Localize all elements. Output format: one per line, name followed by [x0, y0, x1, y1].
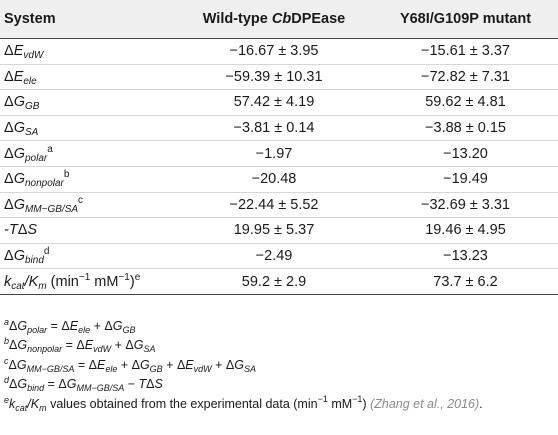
table-row: ΔGSA −3.81 ± 0.14 −3.88 ± 0.15 [0, 115, 558, 142]
header-row: System Wild-type CbDPEase Y68I/G109P mut… [0, 0, 558, 39]
table-row: ΔEvdW −16.67 ± 3.95 −15.61 ± 3.37 [0, 38, 558, 65]
cell-mutant: −72.82 ± 7.31 [373, 64, 558, 91]
cell-wild-type: −3.81 ± 0.14 [175, 115, 373, 142]
cell-mutant: −3.88 ± 0.15 [373, 115, 558, 142]
cell-wild-type: −16.67 ± 3.95 [175, 38, 373, 65]
energy-table: System Wild-type CbDPEase Y68I/G109P mut… [0, 0, 558, 295]
cell-mutant: −13.23 [373, 243, 558, 270]
cell-wild-type: −59.39 ± 10.31 [175, 64, 373, 91]
table-row: ΔGpolara −1.97 −13.20 [0, 140, 558, 167]
row-label-delta-g-gb: ΔGGB [0, 89, 175, 116]
cell-wild-type: −20.48 [175, 166, 373, 193]
footnote-c: cΔGMM−GB/SA = ΔEele + ΔGGB + ΔEvdW + ΔGS… [4, 355, 256, 374]
table-row: ΔGGB 57.42 ± 4.19 59.62 ± 4.81 [0, 89, 558, 116]
footnote-e: ekcat/Km values obtained from the experi… [4, 393, 483, 413]
cell-mutant: 59.62 ± 4.81 [373, 89, 558, 116]
row-label-kcat-km: kcat/Km (min−1 mM−1)e [0, 268, 175, 295]
footnote-d: dΔGbind = ΔGMM−GB/SA − TΔS [4, 375, 163, 394]
row-label-delta-g-bind: ΔGbindd [0, 243, 175, 270]
row-label-delta-g-polar: ΔGpolara [0, 140, 175, 167]
table-row: ΔGMM−GB/SAc −22.44 ± 5.52 −32.69 ± 3.31 [0, 192, 558, 219]
cell-wild-type: 57.42 ± 4.19 [175, 89, 373, 116]
table-row: -TΔS 19.95 ± 5.37 19.46 ± 4.95 [0, 217, 558, 244]
header-system: System [0, 0, 175, 39]
cell-wild-type: −22.44 ± 5.52 [175, 192, 373, 219]
table-row: ΔGbindd −2.49 −13.23 [0, 243, 558, 270]
row-label-t-delta-s: -TΔS [0, 217, 175, 244]
row-label-delta-g-sa: ΔGSA [0, 115, 175, 142]
cell-mutant: 19.46 ± 4.95 [373, 217, 558, 244]
cell-wild-type: 59.2 ± 2.9 [175, 268, 373, 295]
table-row: ΔEele −59.39 ± 10.31 −72.82 ± 7.31 [0, 64, 558, 91]
footnote-b: bΔGnonpolar = ΔEvdW + ΔGSA [4, 336, 156, 355]
row-label-delta-e-vdw: ΔEvdW [0, 38, 175, 65]
cell-wild-type: −2.49 [175, 243, 373, 270]
row-label-delta-g-mm-gbsa: ΔGMM−GB/SAc [0, 192, 175, 219]
footnotes: aΔGpolar = ΔEele + ΔGGB bΔGnonpolar = ΔE… [4, 317, 483, 414]
cell-mutant: −19.49 [373, 166, 558, 193]
row-label-delta-g-nonpolar: ΔGnonpolarb [0, 166, 175, 193]
header-wild-type: Wild-type CbDPEase [175, 0, 373, 39]
cell-mutant: −13.20 [373, 140, 558, 167]
table-row: kcat/Km (min−1 mM−1)e 59.2 ± 2.9 73.7 ± … [0, 268, 558, 295]
cell-wild-type: 19.95 ± 5.37 [175, 217, 373, 244]
cell-mutant: 73.7 ± 6.2 [373, 268, 558, 295]
cell-mutant: −32.69 ± 3.31 [373, 192, 558, 219]
header-mutant: Y68I/G109P mutant [373, 0, 558, 39]
footnote-a: aΔGpolar = ΔEele + ΔGGB [4, 317, 136, 335]
citation-link[interactable]: (Zhang et al., 2016) [370, 396, 480, 411]
row-label-delta-e-ele: ΔEele [0, 64, 175, 91]
table-row: ΔGnonpolarb −20.48 −19.49 [0, 166, 558, 193]
cell-wild-type: −1.97 [175, 140, 373, 167]
cell-mutant: −15.61 ± 3.37 [373, 38, 558, 65]
